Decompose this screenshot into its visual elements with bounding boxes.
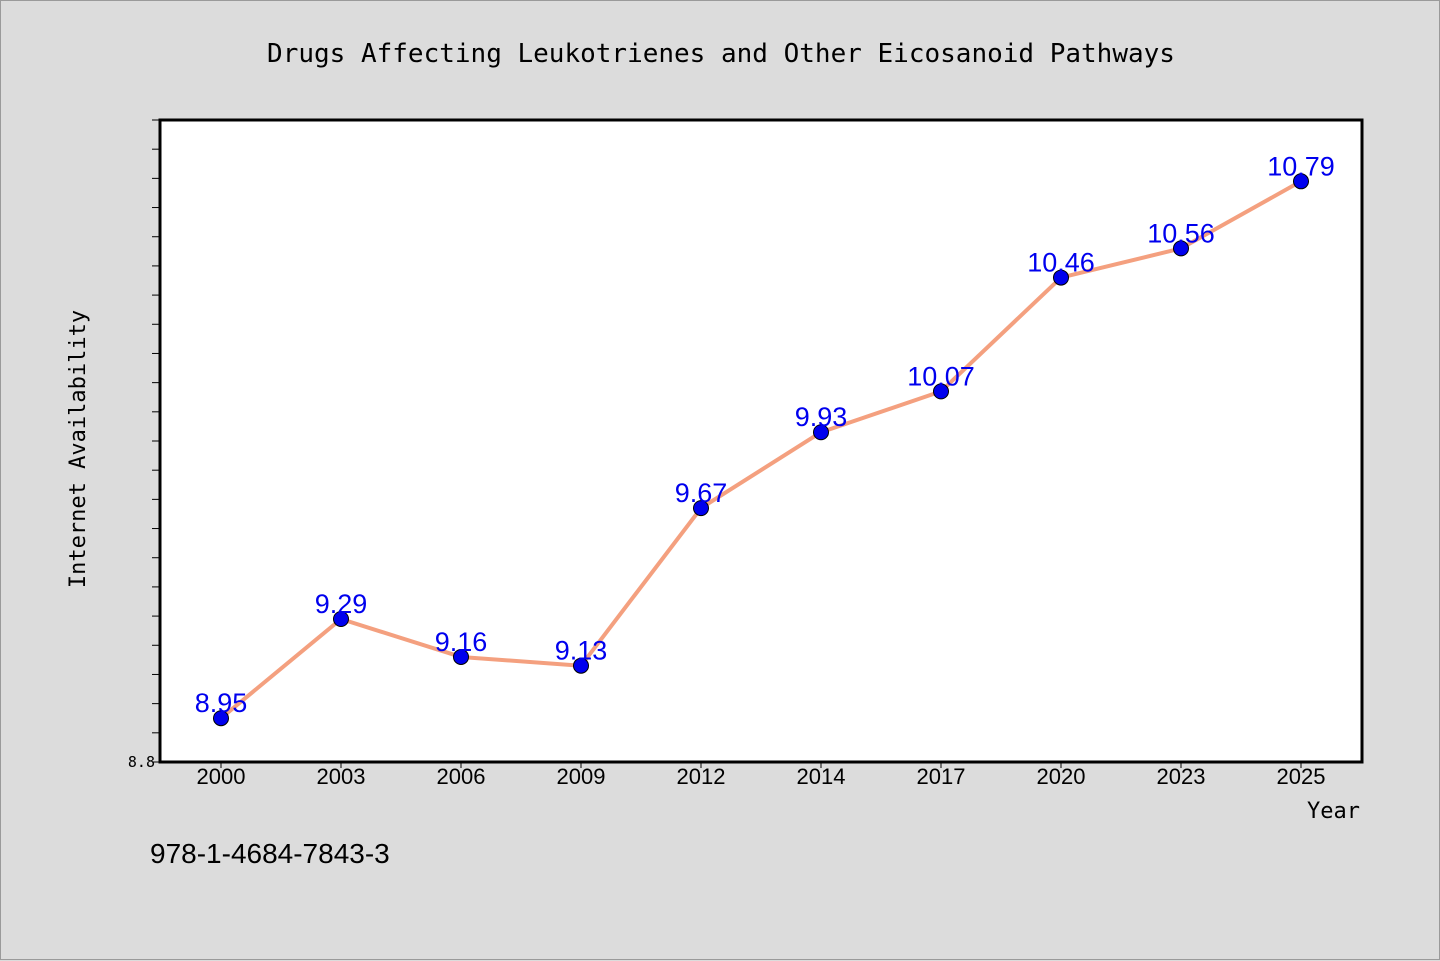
x-tick-label: 2025 (1277, 764, 1326, 789)
series-line-group (213, 173, 1309, 727)
chart-title: Drugs Affecting Leukotrienes and Other E… (267, 39, 1175, 69)
isbn-text: 978-1-4684-7843-3 (150, 838, 390, 869)
x-tick-label: 2009 (557, 764, 606, 789)
data-label: 9.13 (555, 636, 608, 666)
plot-area (158, 118, 1364, 764)
data-label: 9.29 (315, 589, 368, 619)
series-line (219, 179, 1302, 720)
data-label: 10.56 (1147, 218, 1215, 248)
data-point (213, 710, 229, 727)
x-tick-label: 2006 (437, 764, 486, 789)
x-tick-label: 2017 (917, 764, 966, 789)
x-tick-label: 2000 (197, 764, 246, 789)
y-axis-ticks (152, 119, 160, 763)
data-point (813, 424, 829, 441)
data-point (933, 383, 949, 400)
x-tick-label: 2020 (1037, 764, 1086, 789)
data-label: 10.46 (1027, 248, 1095, 278)
data-point (1293, 173, 1309, 190)
data-label: 8.95 (195, 688, 248, 718)
data-point (573, 657, 589, 674)
x-tick-label: 2023 (1157, 764, 1206, 789)
x-tick-labels: 2000 2003 2006 2009 2012 2014 2017 2020 2023 2025 (197, 764, 1326, 789)
y-axis-label: Internet Availability (66, 310, 91, 588)
data-label: 9.93 (795, 402, 848, 432)
data-label: 9.16 (435, 627, 488, 657)
x-tick-label: 2014 (797, 764, 846, 789)
x-tick-label: 2003 (317, 764, 366, 789)
x-tick-label: 2012 (677, 764, 726, 789)
x-axis-label: Year (1307, 799, 1360, 824)
data-point (453, 648, 469, 665)
data-labels: 8.95 9.29 9.16 9.13 9.67 9.93 10.07 10.46 10.56 1… (195, 151, 1335, 718)
data-label: 10.79 (1267, 151, 1335, 181)
data-label: 10.07 (907, 361, 975, 391)
x-axis-ticks (220, 762, 1302, 768)
data-point (1173, 240, 1189, 257)
data-point (1053, 269, 1069, 286)
data-point (333, 611, 349, 628)
data-point (693, 500, 709, 517)
y-tick-label: 8.8 (128, 753, 155, 771)
data-label: 9.67 (675, 478, 728, 508)
